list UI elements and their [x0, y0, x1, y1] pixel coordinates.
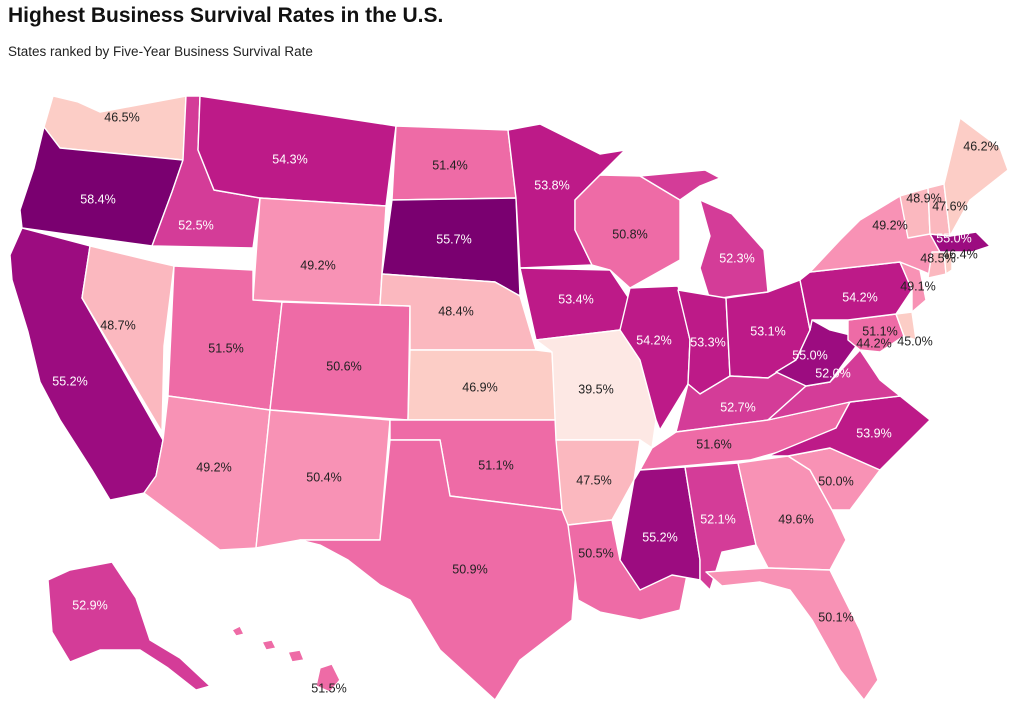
- state-value-label-mo: 39.5%: [578, 382, 613, 396]
- state-value-label-me: 46.2%: [963, 139, 998, 153]
- state-value-label-ca: 55.2%: [52, 374, 87, 388]
- state-value-label-ms: 55.2%: [642, 530, 677, 544]
- state-shape-wv: [775, 319, 863, 387]
- state-value-label-fl: 50.1%: [818, 610, 853, 624]
- state-value-label-pa: 54.2%: [842, 290, 877, 304]
- state-value-label-vt: 48.9%: [906, 191, 941, 205]
- state-shape-mt: [197, 95, 397, 207]
- state-value-label-ak: 52.9%: [72, 598, 107, 612]
- state-value-label-ne: 48.4%: [438, 304, 473, 318]
- chart-subtitle: States ranked by Five-Year Business Surv…: [8, 44, 313, 59]
- state-value-label-nj: 49.1%: [900, 279, 935, 293]
- state-value-label-or: 58.4%: [80, 192, 115, 206]
- state-value-label-ks: 46.9%: [462, 380, 497, 394]
- state-value-label-ok: 51.1%: [478, 458, 513, 472]
- state-value-label-al: 52.1%: [700, 512, 735, 526]
- state-value-label-id: 52.5%: [178, 218, 213, 232]
- state-shape-nc: [767, 395, 931, 471]
- state-value-label-in: 53.3%: [690, 335, 725, 349]
- state-shape-de: [895, 311, 917, 341]
- state-shape-hi: [231, 625, 341, 693]
- state-value-label-wa: 46.5%: [104, 110, 139, 124]
- state-shape-tx: [299, 439, 581, 701]
- state-value-label-ny: 49.2%: [872, 218, 907, 232]
- state-value-label-ky: 52.7%: [720, 400, 755, 414]
- state-value-label-nm: 50.4%: [306, 470, 341, 484]
- state-value-label-nd: 51.4%: [432, 158, 467, 172]
- state-shape-ak: [47, 561, 211, 691]
- state-shape-me: [943, 117, 1009, 237]
- state-value-label-wy: 49.2%: [300, 258, 335, 272]
- chart-title: Highest Business Survival Rates in the U…: [8, 4, 444, 27]
- state-value-label-ri: 46.4%: [942, 247, 977, 261]
- state-value-label-mt: 54.3%: [272, 152, 307, 166]
- state-value-label-dc: 44.2%: [856, 336, 891, 350]
- state-value-label-oh: 53.1%: [750, 324, 785, 338]
- state-value-label-sd: 55.7%: [436, 232, 471, 246]
- state-value-label-wi: 50.8%: [612, 227, 647, 241]
- state-value-label-tn: 51.6%: [696, 437, 731, 451]
- state-value-label-la: 50.5%: [578, 546, 613, 560]
- state-value-label-ga: 49.6%: [778, 512, 813, 526]
- state-value-label-ia: 53.4%: [558, 292, 593, 306]
- state-value-label-ma: 55.0%: [936, 231, 971, 245]
- state-value-label-il: 54.2%: [636, 333, 671, 347]
- state-value-label-nh: 47.6%: [932, 199, 967, 213]
- state-value-label-md: 51.1%: [862, 324, 897, 338]
- state-value-label-nc: 53.9%: [856, 426, 891, 440]
- state-shape-mi: [639, 169, 769, 301]
- state-value-label-mn: 53.8%: [534, 178, 569, 192]
- state-value-label-ar: 47.5%: [576, 473, 611, 487]
- state-shape-fl: [705, 567, 879, 701]
- state-value-label-co: 50.6%: [326, 359, 361, 373]
- state-value-label-nv: 48.7%: [100, 318, 135, 332]
- state-value-label-va: 52.0%: [815, 366, 850, 380]
- state-value-label-ut: 51.5%: [208, 341, 243, 355]
- state-value-label-ct: 48.5%: [920, 251, 955, 265]
- state-value-label-hi: 51.5%: [311, 681, 346, 695]
- state-shape-nv: [81, 245, 175, 433]
- state-shape-wi: [574, 174, 681, 289]
- state-value-label-az: 49.2%: [196, 460, 231, 474]
- state-value-label-tx: 50.9%: [452, 562, 487, 576]
- state-value-label-de: 45.0%: [897, 334, 932, 348]
- state-value-label-mi: 52.3%: [719, 251, 754, 265]
- state-value-label-sc: 50.0%: [818, 474, 853, 488]
- state-value-label-wv: 55.0%: [792, 348, 827, 362]
- state-shape-wy: [252, 197, 387, 306]
